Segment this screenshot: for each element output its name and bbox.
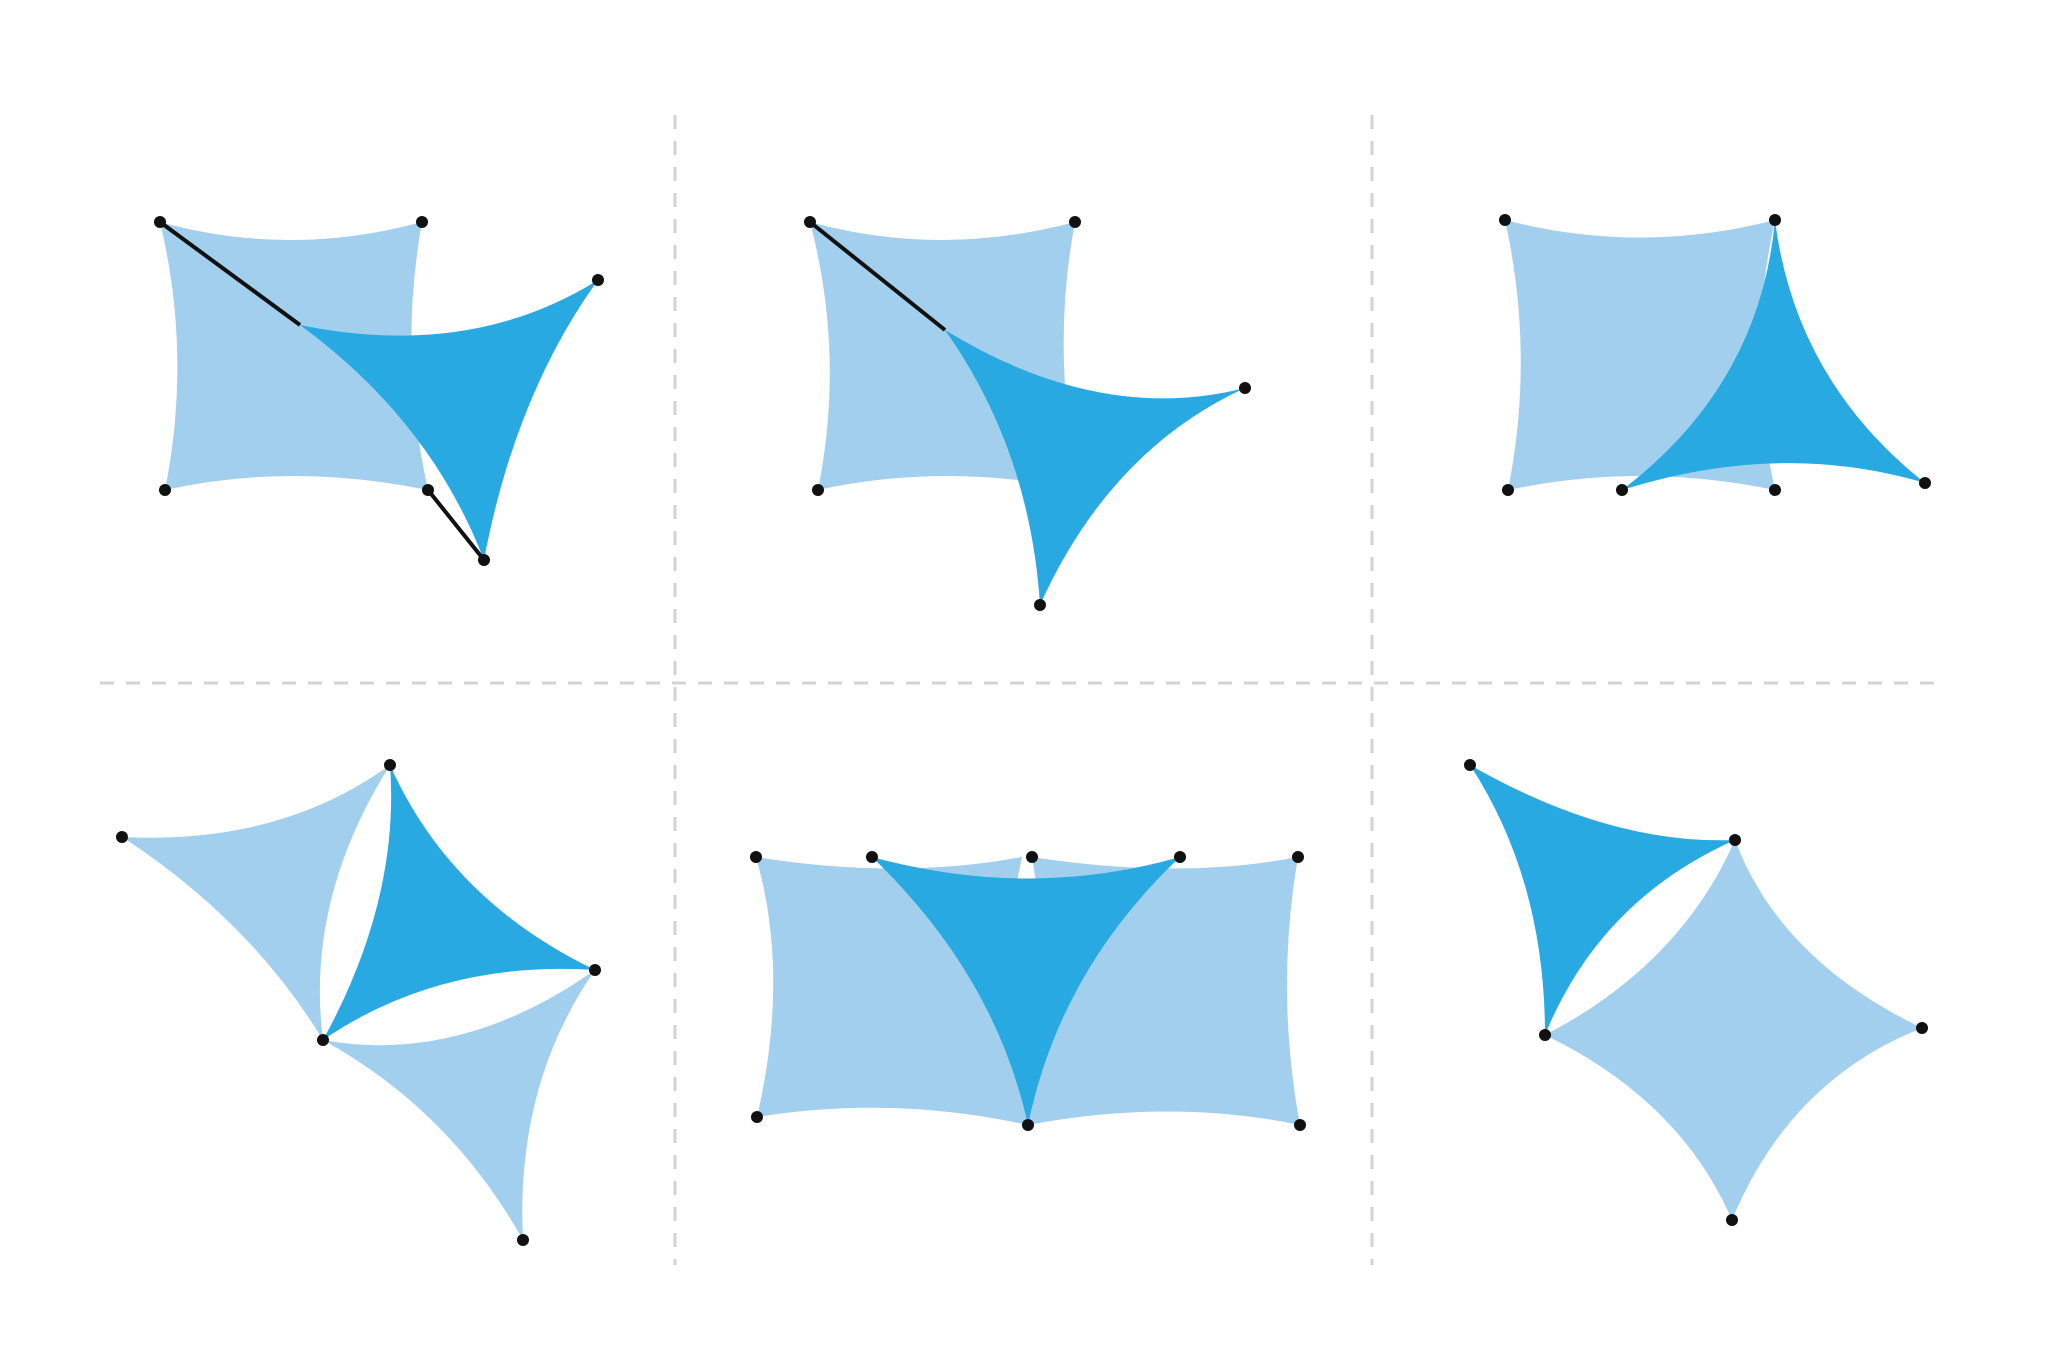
- panel-3: [1499, 214, 1931, 496]
- post: [1294, 1119, 1306, 1131]
- triangle-sail-bottom: [323, 970, 595, 1240]
- triangle-sail: [1470, 765, 1735, 1035]
- post: [1292, 851, 1304, 863]
- post: [154, 216, 166, 228]
- post: [1174, 851, 1186, 863]
- rope-top-left: [158, 220, 302, 327]
- post: [750, 851, 762, 863]
- post: [1026, 851, 1038, 863]
- post: [1502, 484, 1514, 496]
- post: [866, 851, 878, 863]
- post: [589, 964, 601, 976]
- panel-4: [116, 759, 601, 1246]
- square-sail: [160, 222, 428, 490]
- panel-2: [804, 216, 1251, 611]
- posts: [1464, 759, 1928, 1226]
- post: [1769, 214, 1781, 226]
- post: [812, 484, 824, 496]
- diamond-sail: [1545, 840, 1922, 1220]
- triangle-sail: [1622, 220, 1925, 490]
- post: [1499, 214, 1511, 226]
- post: [592, 274, 604, 286]
- panel-5: [750, 851, 1306, 1131]
- post: [1239, 382, 1251, 394]
- post: [1919, 477, 1931, 489]
- post: [1616, 484, 1628, 496]
- post: [1539, 1029, 1551, 1041]
- rope-bottom-right: [426, 488, 486, 562]
- triangle-sail-left: [122, 765, 390, 1040]
- triangle-sail-center: [872, 857, 1180, 1125]
- post: [1916, 1022, 1928, 1034]
- post: [416, 216, 428, 228]
- post: [1726, 1214, 1738, 1226]
- posts: [154, 216, 604, 566]
- post: [422, 484, 434, 496]
- posts: [116, 759, 601, 1246]
- post: [1034, 599, 1046, 611]
- post: [1464, 759, 1476, 771]
- post: [1769, 484, 1781, 496]
- post: [159, 484, 171, 496]
- triangle-sail-center: [323, 765, 595, 1040]
- panel-6: [1464, 759, 1928, 1226]
- rope-top-left: [808, 220, 947, 332]
- post: [751, 1111, 763, 1123]
- post: [517, 1234, 529, 1246]
- post: [384, 759, 396, 771]
- post: [317, 1034, 329, 1046]
- panel-1: [154, 216, 604, 566]
- post: [1022, 1119, 1034, 1131]
- post: [1729, 834, 1741, 846]
- post: [1069, 216, 1081, 228]
- post: [478, 554, 490, 566]
- grid-dividers: [100, 115, 1935, 1265]
- triangle-sail: [300, 280, 598, 560]
- post: [116, 831, 128, 843]
- posts: [804, 216, 1251, 611]
- triangle-sail: [945, 330, 1245, 605]
- post: [804, 216, 816, 228]
- posts: [1499, 214, 1931, 496]
- posts: [750, 851, 1306, 1131]
